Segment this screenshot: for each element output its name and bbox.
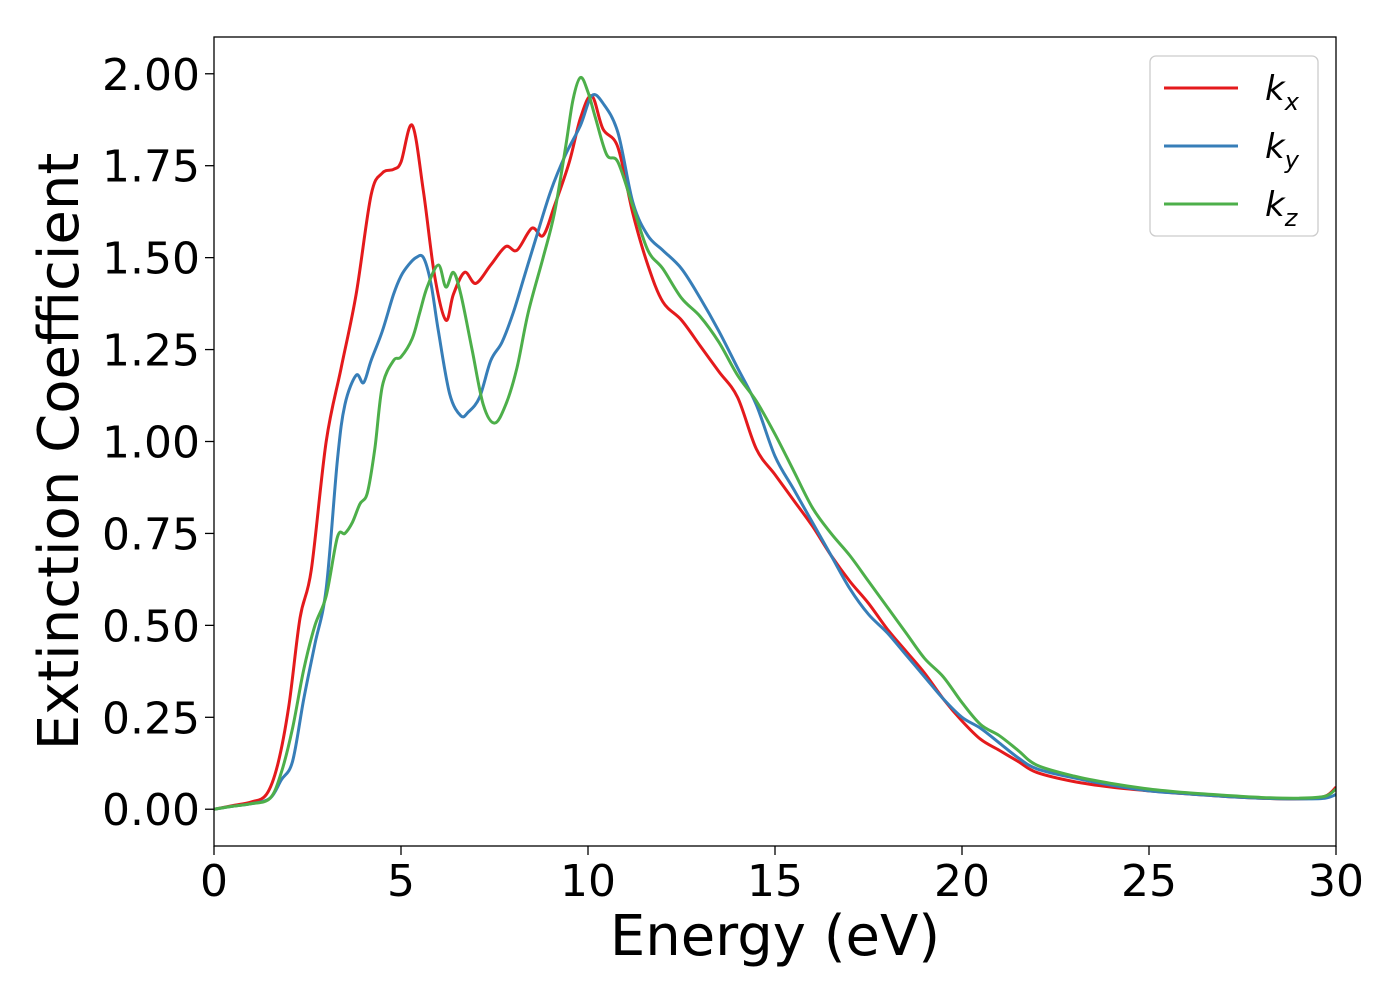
y-tick-label: 1.00	[102, 418, 200, 469]
legend-label-kx: kx	[1265, 69, 1300, 116]
x-tick-label: 0	[200, 856, 228, 907]
series-line-kx	[214, 94, 1336, 811]
legend-label-ky: ky	[1265, 127, 1300, 174]
x-tick-label: 10	[560, 856, 616, 907]
x-tick-label: 20	[934, 856, 990, 907]
plot-area	[214, 37, 1336, 846]
legend-label-main: k	[1265, 185, 1286, 225]
y-tick-label: 0.00	[102, 785, 200, 836]
series-line-kz	[214, 75, 1336, 811]
y-tick-label: 0.25	[102, 693, 200, 744]
x-axis-title: Energy (eV)	[610, 904, 940, 969]
x-tick-label: 30	[1308, 856, 1364, 907]
y-tick-label: 0.50	[102, 601, 200, 652]
series-layer	[214, 75, 1336, 811]
x-tick-label: 5	[387, 856, 415, 907]
legend-label-main: k	[1265, 127, 1286, 167]
legend-label-subscript: x	[1284, 88, 1300, 116]
y-tick-label: 0.75	[102, 509, 200, 560]
y-tick-label: 2.00	[102, 50, 200, 101]
legend-label-subscript: y	[1284, 146, 1300, 174]
legend-label-kz: kz	[1265, 185, 1299, 232]
x-tick-label: 25	[1121, 856, 1177, 907]
legend-label-subscript: z	[1284, 204, 1299, 232]
legend-label-main: k	[1265, 69, 1286, 109]
y-tick-label: 1.75	[102, 142, 200, 193]
x-tick-label: 15	[747, 856, 803, 907]
y-tick-label: 1.25	[102, 326, 200, 377]
y-tick-label: 1.50	[102, 234, 200, 285]
plot-background	[214, 37, 1336, 846]
y-axis-title: Extinction Coefficient	[27, 153, 92, 751]
ticks-layer: 0 5 10 15 20 25 30 0.00 0.25 0.50 0.75 1.00 1.25 1.50…	[102, 50, 1364, 907]
